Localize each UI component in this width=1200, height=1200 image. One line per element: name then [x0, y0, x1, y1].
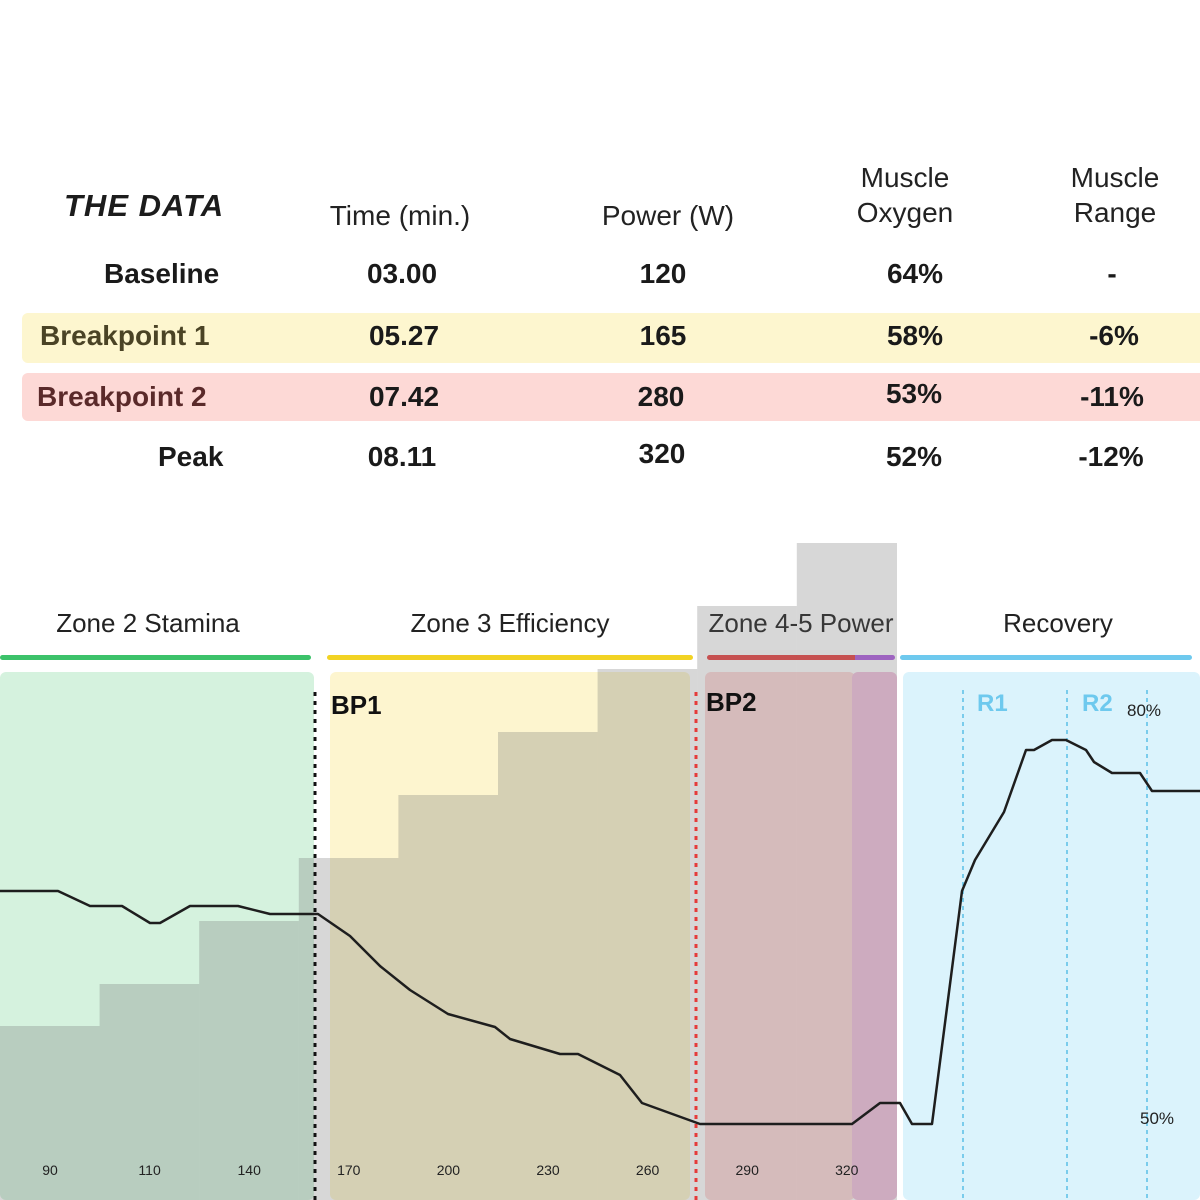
x-tick-label: 260: [636, 1162, 660, 1178]
cell-range: -11%: [1080, 381, 1144, 412]
power-step-bar: [796, 543, 897, 1200]
zone-bar-power-red: [707, 655, 857, 660]
row-label-baseline: Baseline: [104, 258, 220, 289]
row-highlight-bp1: [22, 313, 1200, 363]
zone-bar-stamina: [0, 655, 311, 660]
zone-bg-power-purple: [852, 672, 897, 1200]
cell-power: 320: [638, 438, 686, 469]
cell-power: 120: [639, 258, 687, 289]
row-highlight-bp2: [22, 373, 1200, 421]
zone-bar-recovery: [900, 655, 1192, 660]
x-tick-label: 290: [736, 1162, 760, 1178]
bp2-label: BP2: [706, 687, 757, 717]
header-range-line1: Muscle: [1070, 162, 1160, 193]
table-title: THE DATA: [64, 188, 225, 223]
row-label-peak: Peak: [158, 441, 224, 472]
x-tick-label: 200: [437, 1162, 461, 1178]
row-label-bp1: Breakpoint 1: [40, 320, 210, 351]
cell-power: 280: [637, 381, 685, 412]
zone-bar-efficiency: [327, 655, 693, 660]
cell-time: 03.00: [366, 258, 438, 289]
power-step-bar: [0, 1026, 100, 1200]
x-tick-label: 170: [337, 1162, 361, 1178]
zone-bg-efficiency: [330, 672, 690, 1200]
y-tick-80: 80%: [1127, 701, 1161, 720]
header-oxygen: Muscle Oxygen: [805, 160, 1005, 230]
y-tick-50: 50%: [1140, 1109, 1174, 1128]
cell-range: -: [1107, 258, 1117, 289]
cell-oxygen: 52%: [885, 441, 943, 472]
zone-bg-recovery: [903, 672, 1200, 1200]
zone-bg-stamina: [0, 672, 314, 1200]
power-step-bar: [99, 984, 200, 1200]
r1-label: R1: [977, 690, 1008, 717]
zone-bg-power-red: [705, 672, 855, 1200]
header-power: Power (W): [601, 200, 735, 231]
zone-label-recovery: Recovery: [1003, 608, 1113, 638]
power-step-bar: [597, 669, 698, 1200]
zone-label-power: Zone 4-5 Power: [690, 608, 912, 639]
cell-time: 08.11: [367, 441, 437, 472]
power-step-bar: [199, 921, 299, 1200]
header-oxygen-line2: Oxygen: [856, 197, 954, 228]
zone-bar-power-purple: [855, 655, 895, 660]
power-step-bar: [697, 606, 797, 1200]
x-tick-label: 230: [536, 1162, 560, 1178]
cell-range: -12%: [1078, 441, 1144, 472]
header-range-line2: Range: [1073, 197, 1157, 228]
zone-label-efficiency: Zone 3 Efficiency: [410, 608, 610, 638]
power-step-bar: [398, 795, 498, 1200]
x-tick-label: 110: [138, 1162, 161, 1178]
zone-label-stamina: Zone 2 Stamina: [56, 608, 240, 638]
cell-time: 07.42: [368, 381, 440, 412]
header-range: Muscle Range: [1015, 160, 1200, 230]
header-oxygen-line1: Muscle: [860, 162, 950, 193]
cell-oxygen: 58%: [886, 320, 944, 351]
cell-oxygen: 53%: [885, 378, 943, 409]
cell-time: 05.27: [368, 320, 440, 351]
cell-range: -6%: [1089, 320, 1139, 351]
x-tick-label: 140: [238, 1162, 262, 1178]
x-tick-label: 90: [42, 1162, 58, 1178]
power-step-bar: [498, 732, 598, 1200]
header-time: Time (min.): [329, 200, 471, 231]
cell-oxygen: 64%: [886, 258, 944, 289]
x-tick-label: 320: [835, 1162, 859, 1178]
cell-power: 165: [639, 320, 687, 351]
bp1-label: BP1: [331, 690, 382, 720]
muscle-oxygen-line: [0, 738, 1200, 1126]
row-label-bp2: Breakpoint 2: [37, 381, 207, 412]
r2-label: R2: [1082, 690, 1113, 717]
